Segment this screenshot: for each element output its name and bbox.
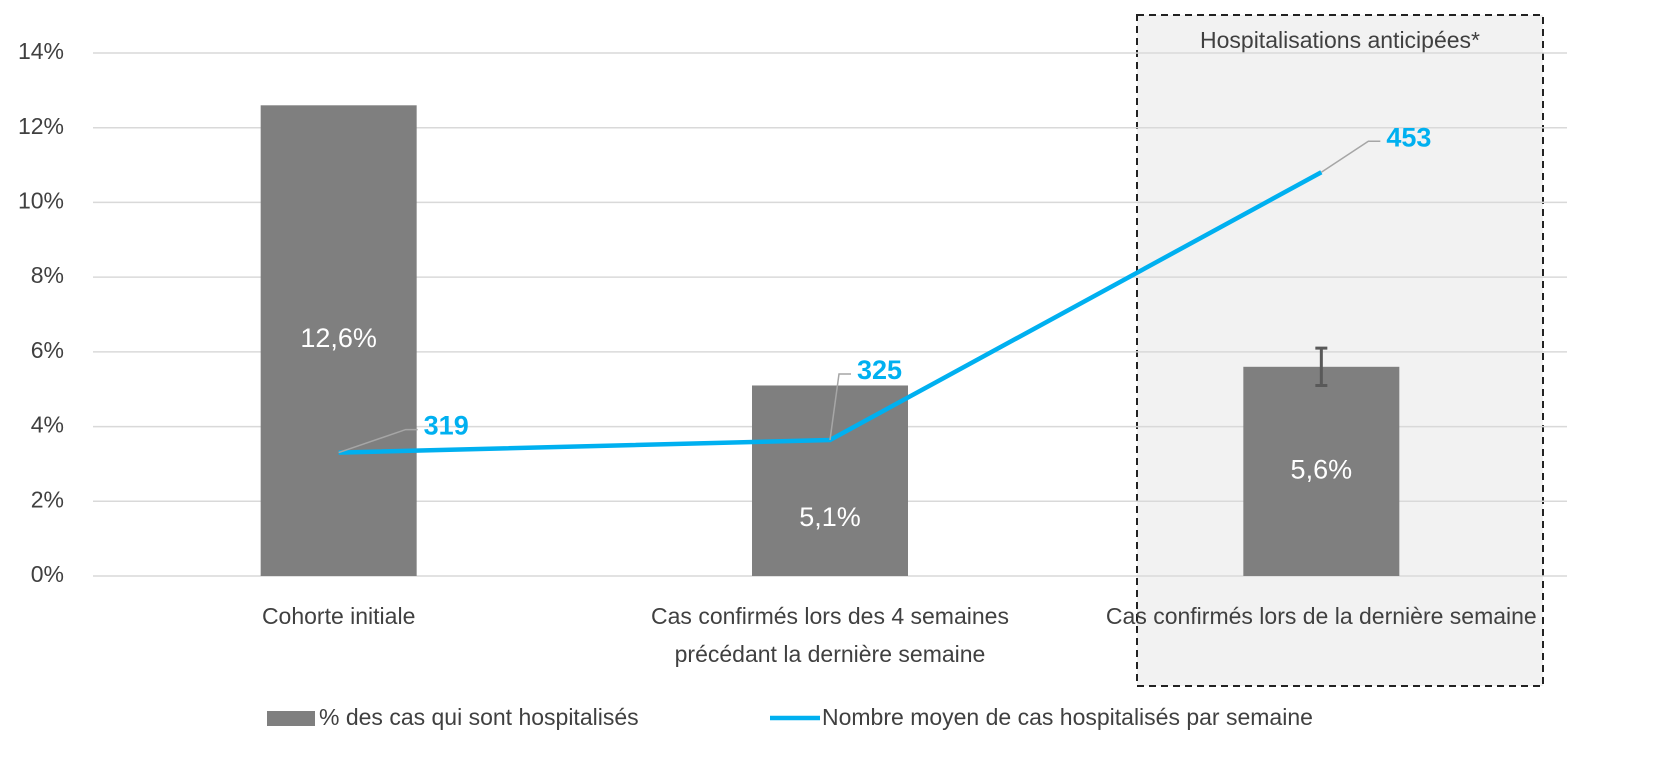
line-value-label: 453 xyxy=(1386,122,1431,152)
line-value-label: 319 xyxy=(424,411,469,441)
forecast-box xyxy=(1136,14,1544,687)
y-tick-label: 8% xyxy=(31,262,64,288)
x-tick-label: Cohorte initiale xyxy=(261,603,416,629)
bar xyxy=(1243,366,1400,576)
y-tick-label: 12% xyxy=(18,113,64,139)
legend-swatch xyxy=(267,711,315,726)
bar xyxy=(260,105,417,577)
leader-line xyxy=(338,428,418,454)
bar xyxy=(752,385,908,576)
x-tick-label: Cas confirmés lors des 4 semaines précéd… xyxy=(651,603,1009,667)
y-tick-label: 14% xyxy=(18,38,64,64)
bar-value-label: 12,6% xyxy=(300,323,377,353)
error-bar xyxy=(1315,346,1328,387)
leader-line xyxy=(1320,140,1381,173)
bar-value-label: 5,6% xyxy=(1291,455,1353,485)
y-tick-label: 0% xyxy=(31,561,64,587)
annotation: Hospitalisations anticipées* xyxy=(1200,27,1480,53)
bar-value-label: 5,1% xyxy=(799,502,861,532)
leader-line xyxy=(829,373,851,441)
legend-label: % des cas qui sont hospitalisés xyxy=(319,704,639,730)
y-tick-label: 6% xyxy=(31,337,64,363)
legend-label: Nombre moyen de cas hospitalisés par sem… xyxy=(822,704,1313,730)
y-tick-label: 10% xyxy=(18,188,64,214)
line-value-label: 325 xyxy=(857,355,902,385)
y-tick-label: 4% xyxy=(31,412,64,438)
x-tick-label: Cas confirmés lors de la dernière semain… xyxy=(1105,603,1537,629)
y-tick-label: 2% xyxy=(31,486,64,512)
